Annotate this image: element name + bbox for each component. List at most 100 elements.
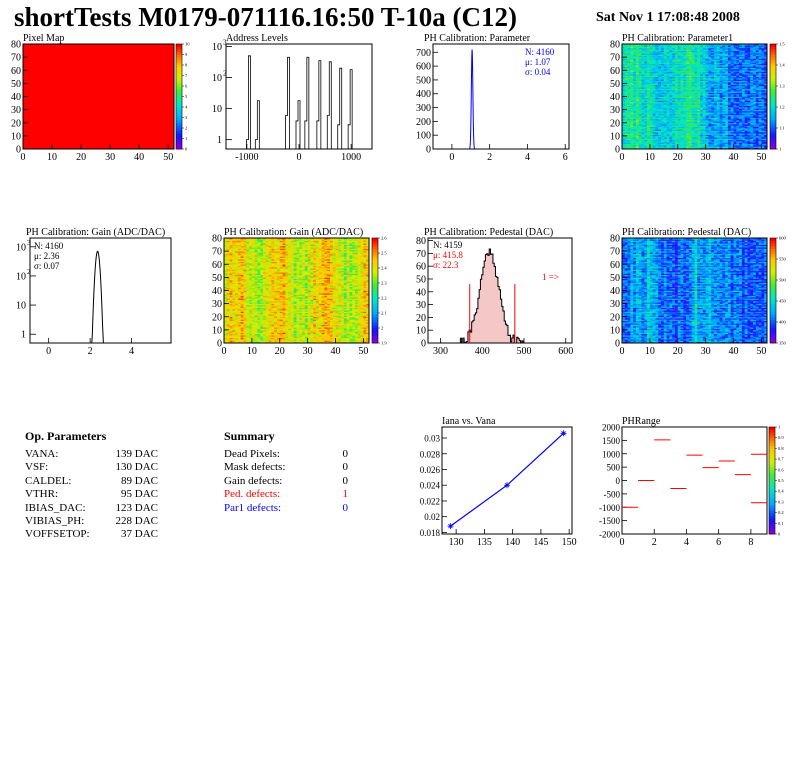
ph-parameter1-cell xyxy=(641,84,645,87)
ph-parameter1-cell xyxy=(658,58,662,61)
ph-parameter1-cell xyxy=(624,72,628,75)
ph-parameter1-cell xyxy=(661,66,665,68)
ph-parameter1-cell xyxy=(758,71,762,74)
ph-parameter1-cell xyxy=(739,50,743,53)
ph-parameter1-cell xyxy=(694,124,698,126)
ph-parameter1-cell xyxy=(644,101,648,104)
ph-parameter1-cell xyxy=(652,89,656,92)
ph-parameter1-cell xyxy=(655,143,659,146)
ph-parameter1-cell xyxy=(711,47,715,50)
ph-parameter1-cell xyxy=(733,51,737,54)
gain-map-cell xyxy=(224,335,228,337)
ph-parameter1-cell xyxy=(680,44,684,46)
ph-parameter1-cell xyxy=(711,128,715,130)
ph-parameter1-cell xyxy=(633,104,637,106)
ph-parameter1-cell xyxy=(697,105,701,108)
ph-parameter1-cell xyxy=(683,63,687,66)
gain-map-cell xyxy=(232,240,236,243)
ph-parameter1-cell xyxy=(733,145,737,147)
ph-parameter1-cell xyxy=(711,97,715,100)
ph-parameter1-cell xyxy=(641,83,645,85)
ph-parameter1-cell xyxy=(755,47,759,50)
ph-parameter1-cell xyxy=(647,135,651,138)
ph-parameter1-cell xyxy=(733,100,737,103)
ph-parameter1-cell xyxy=(627,103,631,105)
ph-parameter1-cell xyxy=(722,55,726,58)
ph-parameter1-cell xyxy=(688,54,693,57)
ph-parameter1-cell xyxy=(644,97,648,100)
ph-parameter1-cell xyxy=(694,146,698,148)
ph-parameter1-cell xyxy=(733,89,737,92)
ph-parameter1-cell xyxy=(683,50,687,53)
ph-parameter1-cell xyxy=(641,58,645,61)
ph-parameter1-cell xyxy=(647,142,651,145)
gain-map-cell xyxy=(240,269,244,272)
ph-parameter1-cell xyxy=(652,104,656,106)
ph-parameter1-cell xyxy=(688,121,693,124)
ph-parameter1-cell xyxy=(716,70,720,72)
ph-parameter1-cell xyxy=(638,83,642,85)
ph-parameter1-cell xyxy=(722,139,726,142)
ph-parameter1-cell xyxy=(649,96,653,99)
ph-parameter1-cell xyxy=(719,76,723,79)
ph-parameter1-cell xyxy=(663,92,667,95)
ph-parameter1-cell xyxy=(638,145,642,147)
gain-map-cell xyxy=(240,251,244,253)
ph-parameter1-cell xyxy=(638,57,642,59)
ph-parameter1-cell xyxy=(753,145,757,147)
ph-parameter1-cell xyxy=(630,84,634,87)
ph-parameter1-cell xyxy=(688,130,693,133)
ph-parameter1-cell xyxy=(669,74,673,76)
gain-map-cell xyxy=(232,290,236,293)
ph-parameter1-cell xyxy=(697,104,701,106)
ph-parameter1-cell xyxy=(641,92,645,95)
ph-parameter1-cell xyxy=(753,141,757,143)
ph-parameter1-cell xyxy=(708,110,712,113)
ph-parameter1-cell xyxy=(635,68,640,71)
ph-parameter1-cell xyxy=(655,88,659,91)
gain-map-cell xyxy=(235,286,239,289)
ph-parameter1-cell xyxy=(655,83,659,85)
ph-parameter1-cell xyxy=(669,97,673,100)
ph-parameter1-cell xyxy=(711,86,715,88)
ph-parameter1-cell xyxy=(702,55,706,58)
ph-parameter1-cell xyxy=(714,108,718,110)
ph-parameter1-cell xyxy=(697,110,701,113)
ph-parameter1-cell xyxy=(733,99,737,101)
ph-parameter1-cell xyxy=(755,100,759,103)
ph-parameter1-cell xyxy=(649,108,653,110)
gain-map-cell xyxy=(224,329,228,332)
ph-parameter1-cell xyxy=(658,54,662,57)
gain-map-cell xyxy=(240,333,244,336)
ph-parameter1-cell xyxy=(641,96,645,99)
ph-parameter1-cell xyxy=(638,101,642,104)
ph-parameter1-cell xyxy=(674,84,679,87)
ph-parameter1-cell xyxy=(658,120,662,122)
ph-parameter1-cell xyxy=(633,134,637,137)
ph-parameter1-cell xyxy=(669,114,673,117)
ph-parameter1-cell xyxy=(714,141,718,143)
ph-parameter1-cell xyxy=(674,141,679,143)
ph-parameter1-cell xyxy=(641,114,645,117)
ph-parameter1-cell xyxy=(747,117,751,120)
ph-parameter-stat: N: 4160 xyxy=(525,47,555,57)
ph-parameter1-cell xyxy=(635,97,640,100)
ph-parameter1-cell xyxy=(697,96,701,99)
ph-parameter1-cell xyxy=(630,87,634,89)
gain-map-cell xyxy=(224,277,228,279)
ph-parameter-title: PH Calibration: Parameter xyxy=(424,33,531,44)
ph-parameter1-cell xyxy=(747,79,751,82)
ph-parameter1-cell xyxy=(725,112,729,114)
gain-map-cell xyxy=(226,247,230,249)
ph-parameter1-cell xyxy=(716,121,720,124)
ph-parameter1-cell xyxy=(736,96,740,99)
ph-parameter1-cell xyxy=(714,66,718,68)
gain-map-cell xyxy=(232,301,236,303)
ph-parameter1-cell xyxy=(644,74,648,76)
ph-parameter1-cell xyxy=(694,87,698,89)
ph-parameter1-cell xyxy=(688,129,693,131)
ph-parameter1-cell xyxy=(655,108,659,110)
ph-parameter1-cell xyxy=(635,110,640,113)
ph-parameter1-cell xyxy=(672,141,676,143)
ph-parameter1-cell xyxy=(694,112,698,114)
